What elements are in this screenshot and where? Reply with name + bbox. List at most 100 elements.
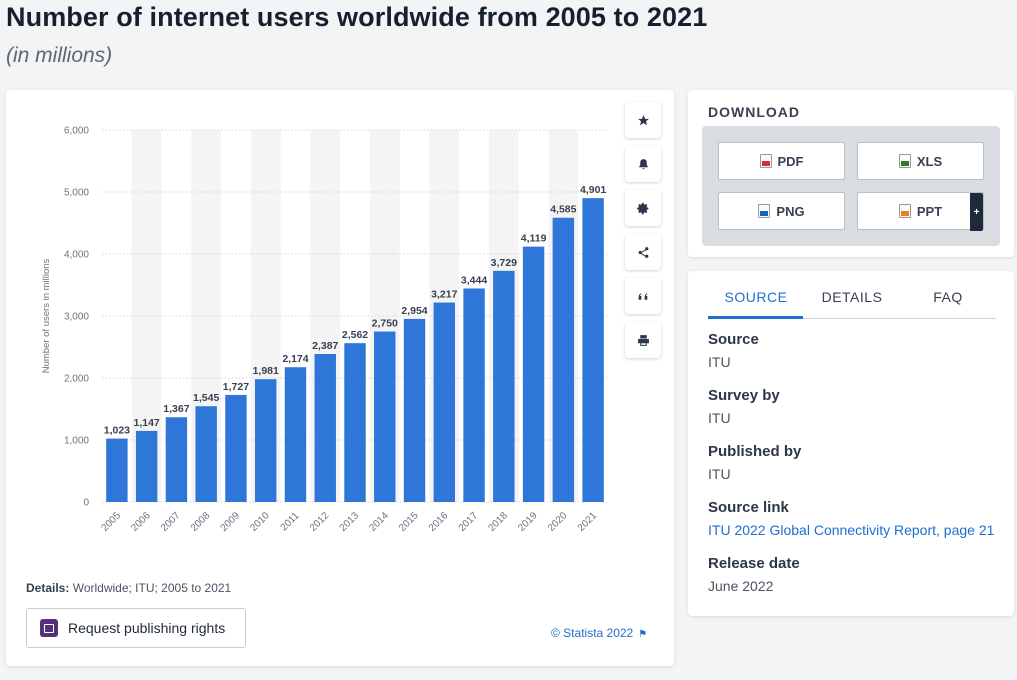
info-row-source-link: Source link ITU 2022 Global Connectivity… [708, 499, 994, 555]
download-title: DOWNLOAD [708, 104, 800, 120]
bar [522, 246, 545, 502]
settings-button[interactable] [625, 190, 661, 226]
y-tick-label: 4,000 [64, 250, 89, 261]
y-tick-label: 2,000 [64, 374, 89, 385]
bar [433, 302, 456, 502]
share-button[interactable] [625, 234, 661, 270]
tab-details[interactable]: DETAILS [821, 289, 883, 305]
info-label: Published by [708, 443, 802, 460]
info-label: Source link [708, 499, 789, 516]
data-label: 3,444 [461, 274, 487, 286]
quote-icon [638, 292, 647, 300]
y-tick-label: 3,000 [64, 312, 89, 323]
x-tick-label: 2018 [486, 510, 510, 534]
download-card: DOWNLOAD PDF XLS PNG PPT + [688, 90, 1014, 257]
x-tick-label: 2017 [457, 510, 481, 534]
x-tick-label: 2005 [99, 510, 123, 534]
data-label: 1,023 [104, 425, 130, 437]
data-label: 1,727 [223, 381, 249, 393]
x-tick-label: 2020 [546, 510, 570, 534]
tab-faq[interactable]: FAQ [933, 289, 963, 305]
cite-button[interactable] [625, 278, 661, 314]
download-png-label: PNG [776, 203, 805, 219]
info-label: Release date [708, 555, 800, 572]
notification-button[interactable] [625, 146, 661, 182]
data-label: 2,387 [312, 340, 338, 352]
data-label: 2,562 [342, 329, 368, 341]
copyright-text: © Statista 2022 [551, 626, 634, 640]
data-label: 2,174 [282, 353, 308, 365]
publish-button-label: Request publishing rights [68, 620, 226, 636]
data-label: 1,367 [163, 403, 189, 415]
download-png-button[interactable]: PNG [718, 192, 845, 230]
data-label: 1,981 [253, 365, 279, 377]
data-label: 3,217 [431, 289, 457, 301]
print-button[interactable] [625, 322, 661, 358]
x-tick-label: 2009 [219, 510, 243, 534]
png-file-icon [758, 204, 771, 218]
download-pdf-button[interactable]: PDF [718, 142, 845, 180]
favorite-button[interactable] [625, 102, 661, 138]
x-tick-label: 2011 [279, 510, 302, 533]
tab-source[interactable]: SOURCE [724, 289, 788, 305]
bar-chart: 0 1,000 2,000 3,000 4,000 5,000 6,000 Number of… [41, 126, 608, 534]
ppt-options-plus[interactable]: + [970, 193, 983, 231]
bar [284, 367, 307, 502]
info-card: SOURCE DETAILS FAQ Source ITU Survey by … [688, 271, 1014, 616]
details-text: Worldwide; ITU; 2005 to 2021 [72, 581, 232, 595]
x-tick-label: 2015 [397, 510, 421, 534]
flag-icon: ⚑ [638, 629, 648, 640]
x-tick-label: 2013 [338, 510, 362, 534]
data-label: 4,585 [550, 204, 576, 216]
info-row-release-date: Release date June 2022 [708, 555, 994, 611]
x-tick-label: 2008 [189, 510, 213, 534]
data-label: 4,901 [580, 184, 606, 196]
download-ppt-label: PPT [916, 203, 943, 219]
pdf-file-icon [759, 154, 772, 168]
x-tick-label: 2014 [367, 510, 391, 534]
x-tick-label: 2010 [248, 510, 272, 534]
info-value: ITU [708, 410, 731, 426]
bar [135, 430, 158, 502]
request-publishing-rights-button[interactable]: Request publishing rights [26, 608, 246, 648]
info-label: Source [708, 331, 759, 348]
download-pdf-label: PDF [777, 153, 804, 169]
bar [493, 270, 515, 502]
active-tab-indicator [708, 316, 803, 319]
x-tick-label: 2012 [308, 510, 332, 534]
data-label: 2,750 [372, 318, 398, 330]
y-tick-label: 5,000 [64, 188, 89, 199]
info-value: June 2022 [708, 578, 774, 594]
download-panel: PDF XLS PNG PPT + [702, 126, 1000, 246]
source-info-list: Source ITU Survey by ITU Published by IT… [708, 331, 994, 611]
bar [552, 217, 575, 502]
bar [314, 354, 336, 502]
source-link[interactable]: ITU 2022 Global Connectivity Report, pag… [708, 522, 995, 538]
page-title: Number of internet users worldwide from … [6, 2, 708, 32]
y-tick-label: 1,000 [64, 436, 89, 447]
info-row-source: Source ITU [708, 331, 994, 387]
data-label: 3,729 [491, 257, 517, 269]
download-ppt-button[interactable]: PPT + [857, 192, 984, 231]
star-icon [637, 114, 649, 125]
statista-copyright-link[interactable]: © Statista 2022 ⚑ [551, 626, 647, 640]
details-label: Details: [26, 581, 70, 595]
data-label: 4,119 [521, 233, 547, 245]
publish-icon [40, 619, 58, 637]
bar [374, 331, 396, 502]
page-subtitle: (in millions) [6, 44, 113, 67]
chart-toolbar [625, 102, 661, 366]
x-tick-label: 2007 [159, 510, 183, 534]
xls-file-icon [898, 154, 911, 168]
share-icon [638, 246, 648, 258]
download-xls-button[interactable]: XLS [857, 142, 984, 180]
bar [344, 343, 366, 502]
data-label: 1,545 [193, 392, 219, 404]
info-tabs: SOURCE DETAILS FAQ [708, 289, 996, 319]
info-value: ITU [708, 354, 731, 370]
chart-details: Details: Worldwide; ITU; 2005 to 2021 [26, 581, 231, 595]
download-xls-label: XLS [916, 153, 943, 169]
bar [463, 288, 485, 502]
ppt-file-icon [898, 204, 911, 218]
data-label: 2,954 [401, 305, 427, 317]
